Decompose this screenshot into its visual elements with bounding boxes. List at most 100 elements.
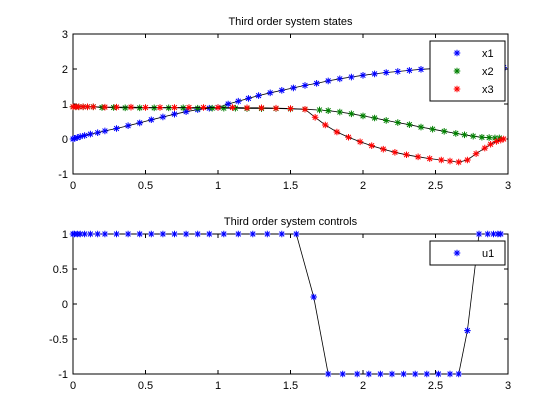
data-point-x2 xyxy=(220,104,228,112)
data-point-x1 xyxy=(394,68,402,75)
data-point-x1 xyxy=(81,132,88,139)
data-point-x3 xyxy=(156,104,164,111)
data-point-x1 xyxy=(94,129,101,136)
data-point-x2 xyxy=(461,131,468,139)
x-tick-label: 2 xyxy=(360,380,366,392)
data-point-u1 xyxy=(235,230,242,238)
data-point-x3 xyxy=(301,105,309,113)
data-point-x1 xyxy=(266,89,274,97)
data-point-u1 xyxy=(377,370,384,378)
x-tick-label: 0 xyxy=(70,380,76,392)
data-point-x1 xyxy=(290,84,297,92)
legend-label-u1: u1 xyxy=(482,248,494,260)
data-point-x1 xyxy=(313,80,320,87)
x-tick-label: 3 xyxy=(505,380,511,392)
data-point-x1 xyxy=(87,130,94,138)
data-point-x1 xyxy=(336,75,344,83)
legend xyxy=(429,240,506,266)
data-point-x3 xyxy=(84,103,91,111)
data-point-x3 xyxy=(287,105,294,112)
data-point-x2 xyxy=(469,132,477,140)
data-point-u1 xyxy=(455,370,462,378)
data-point-u1 xyxy=(446,370,454,378)
x-tick-label: 2.5 xyxy=(428,380,443,392)
data-point-x3 xyxy=(113,103,120,111)
data-point-x2 xyxy=(452,130,460,137)
data-point-x3 xyxy=(493,138,500,145)
data-point-x2 xyxy=(417,123,425,131)
data-point-u1 xyxy=(148,230,155,238)
data-point-x2 xyxy=(371,114,378,122)
data-point-x3 xyxy=(75,103,83,111)
data-point-x2 xyxy=(136,104,143,112)
data-point-u1 xyxy=(76,230,84,238)
x-tick-label: 1 xyxy=(215,180,221,192)
x-tick-label: 0.5 xyxy=(138,380,153,392)
data-point-u1 xyxy=(464,327,471,334)
data-point-x3 xyxy=(464,156,471,164)
data-point-u1 xyxy=(87,230,94,238)
y-tick-label: 0 xyxy=(62,299,68,311)
legend xyxy=(429,40,506,102)
data-point-x3 xyxy=(90,103,97,111)
data-point-x2 xyxy=(485,134,493,141)
data-point-u1 xyxy=(94,230,101,238)
data-point-u1 xyxy=(353,370,361,378)
data-point-x3 xyxy=(243,104,251,112)
data-point-x3 xyxy=(455,158,462,166)
data-point-x2 xyxy=(208,104,216,112)
data-point-x1 xyxy=(278,87,286,94)
legend-marker-x1 xyxy=(453,49,461,57)
data-point-u1 xyxy=(388,370,396,378)
y-tick-label: -1 xyxy=(58,169,68,181)
data-point-x3 xyxy=(142,104,149,111)
data-point-x3 xyxy=(200,104,207,111)
data-point-u1 xyxy=(81,230,88,238)
data-point-x2 xyxy=(406,121,413,128)
legend-label-x3: x3 xyxy=(482,84,494,96)
data-point-u1 xyxy=(136,230,143,238)
data-point-u1 xyxy=(490,230,497,238)
data-point-u1 xyxy=(124,230,132,238)
data-point-x1 xyxy=(76,133,84,140)
y-tick-label: 1 xyxy=(62,99,68,111)
data-point-u1 xyxy=(310,293,317,301)
data-point-x3 xyxy=(272,104,280,112)
data-point-x1 xyxy=(348,73,355,81)
data-point-u1 xyxy=(423,370,431,378)
data-point-x3 xyxy=(171,104,178,111)
data-point-x3 xyxy=(229,104,236,111)
x-tick-label: 3 xyxy=(505,180,511,192)
data-point-x1 xyxy=(71,135,78,142)
data-point-x1 xyxy=(159,113,167,121)
data-point-x3 xyxy=(414,153,422,161)
data-point-x2 xyxy=(491,134,499,142)
data-point-x1 xyxy=(255,92,262,99)
data-point-x1 xyxy=(324,77,332,85)
data-point-u1 xyxy=(182,230,190,238)
data-point-x1 xyxy=(224,100,232,108)
data-point-x1 xyxy=(101,127,109,135)
x-tick-label: 2 xyxy=(360,180,366,192)
data-point-x2 xyxy=(336,108,344,116)
data-point-u1 xyxy=(278,230,286,238)
data-point-x3 xyxy=(311,114,319,121)
data-point-u1 xyxy=(400,370,407,378)
data-point-x1 xyxy=(124,122,132,129)
y-tick-label: 2 xyxy=(62,64,68,76)
data-point-u1 xyxy=(484,230,491,238)
data-point-x3 xyxy=(322,121,329,129)
x-tick-label: 0.5 xyxy=(138,180,153,192)
data-point-x3 xyxy=(391,149,399,156)
data-point-x2 xyxy=(394,119,402,126)
data-point-u1 xyxy=(113,230,120,238)
data-point-x3 xyxy=(368,142,375,149)
data-point-x1 xyxy=(406,67,413,74)
data-point-x3 xyxy=(403,151,410,159)
data-point-x2 xyxy=(382,117,390,124)
data-point-x2 xyxy=(359,112,367,120)
data-point-x2 xyxy=(121,104,129,112)
legend-label-x2: x2 xyxy=(482,66,494,78)
data-point-u1 xyxy=(435,370,442,378)
y-tick-label: 1 xyxy=(62,229,68,241)
